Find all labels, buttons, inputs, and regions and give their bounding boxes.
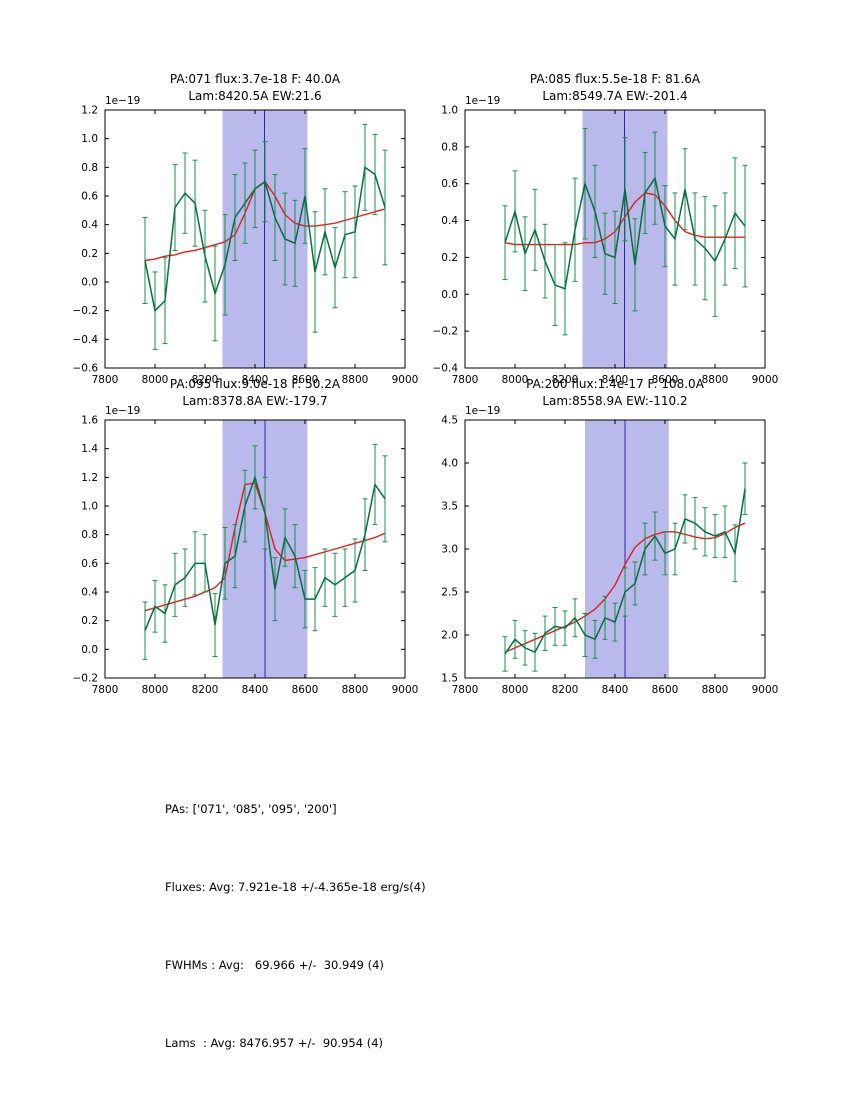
x-tick-label: 8800 [342, 374, 369, 386]
x-tick-label: 8200 [192, 684, 219, 696]
summary-line-fluxes: Fluxes: Avg: 7.921e-18 +/-4.365e-18 erg/… [165, 880, 426, 894]
chart-panel-0: 7800 8000 8200 8400 8600 8800 9000 −0.6 −0.4 −0.2… [73, 95, 419, 386]
y-tick-label: −0.4 [73, 334, 99, 346]
x-tick-label: 7800 [92, 374, 119, 386]
summary-line-fwhms: FWHMs : Avg: 69.966 +/- 30.949 (4) [165, 958, 384, 972]
y-tick-label: 1.2 [81, 105, 98, 117]
y-tick-label: 1.5 [441, 673, 458, 685]
chart-title-line1: PA:085 flux:5.5e-18 F: 81.6A [529, 72, 701, 86]
y-tick-label: 0.0 [81, 644, 98, 656]
y-tick-label: 0.2 [441, 252, 458, 264]
y-tick-label: 3.0 [441, 544, 458, 556]
fit-summary: PAs: ['071', '085', '095', '200'] Fluxes… [165, 744, 426, 1100]
summary-line-lams: Lams : Avg: 8476.957 +/- 90.954 (4) [165, 1036, 384, 1050]
chart-title-pa095: PA:095 flux:9.0e-18 F: 50.2A Lam:8378.8A… [105, 376, 405, 410]
fit-window-band [585, 420, 669, 678]
summary-line-pas: PAs: ['071', '085', '095', '200'] [165, 802, 337, 816]
x-tick-label: 8600 [652, 684, 679, 696]
chart-title-line1: PA:200 flux:1.4e-17 F: 108.0A [526, 377, 704, 391]
y-tick-label: 4.0 [441, 458, 458, 470]
chart-panel-2: 7800 8000 8200 8400 8600 8800 9000 −0.2 0.0 0.2 0.… [73, 405, 419, 696]
y-tick-label: 0.2 [81, 248, 98, 260]
chart-title-pa200: PA:200 flux:1.4e-17 F: 108.0A Lam:8558.9… [465, 376, 765, 410]
x-tick-label: 8000 [142, 374, 169, 386]
x-tick-label: 8200 [192, 374, 219, 386]
y-axis-offset-label: 1e−19 [465, 95, 500, 107]
y-tick-label: 0.6 [81, 191, 98, 203]
y-tick-label: 0.4 [81, 587, 98, 599]
x-tick-label: 8400 [242, 684, 269, 696]
y-tick-label: 0.8 [81, 162, 98, 174]
x-tick-label: 8400 [602, 684, 629, 696]
chart-title-line2: Lam:8558.9A EW:-110.2 [542, 394, 688, 408]
chart-title-line2: Lam:8549.7A EW:-201.4 [542, 89, 688, 103]
x-tick-label: 8600 [292, 374, 319, 386]
y-tick-label: −0.2 [433, 326, 459, 338]
y-tick-label: −0.2 [73, 305, 99, 317]
x-tick-label: 8000 [142, 684, 169, 696]
x-tick-label: 8400 [242, 374, 269, 386]
y-tick-label: 2.5 [441, 587, 458, 599]
y-tick-label: 1.2 [81, 472, 98, 484]
x-tick-label: 8200 [552, 684, 579, 696]
y-tick-label: 0.8 [81, 529, 98, 541]
spectra-charts: 7800 8000 8200 8400 8600 8800 9000 −0.6 −0.4 −0.2… [73, 95, 779, 696]
x-tick-label: 8200 [552, 374, 579, 386]
y-tick-label: 1.6 [81, 415, 98, 427]
chart-title-line2: Lam:8420.5A EW:21.6 [188, 89, 322, 103]
spectrum-line [504, 176, 746, 290]
y-axis-offset-label: 1e−19 [465, 405, 500, 417]
x-tick-label: 8600 [652, 374, 679, 386]
x-tick-label: 8600 [292, 684, 319, 696]
x-tick-label: 9000 [752, 684, 779, 696]
y-tick-label: 0.0 [441, 289, 458, 301]
y-tick-label: 1.0 [81, 501, 98, 513]
y-tick-label: 0.0 [81, 277, 98, 289]
y-tick-label: −0.6 [73, 363, 99, 375]
x-tick-label: 9000 [392, 374, 419, 386]
chart-title-pa071: PA:071 flux:3.7e-18 F: 40.0A Lam:8420.5A… [105, 71, 405, 105]
y-tick-label: 0.6 [441, 178, 458, 190]
x-tick-label: 8000 [502, 374, 529, 386]
chart-title-line2: Lam:8378.8A EW:-179.7 [182, 394, 328, 408]
spectrum-line [144, 166, 386, 313]
x-tick-label: 8400 [602, 374, 629, 386]
y-tick-label: 2.0 [441, 630, 458, 642]
y-tick-label: 4.5 [441, 415, 458, 427]
y-tick-label: 0.2 [81, 615, 98, 627]
x-tick-label: 9000 [392, 684, 419, 696]
x-tick-label: 7800 [92, 684, 119, 696]
x-tick-label: 8800 [702, 374, 729, 386]
chart-title-line1: PA:071 flux:3.7e-18 F: 40.0A [169, 72, 341, 86]
x-tick-label: 8800 [702, 684, 729, 696]
spectrum-line [504, 488, 746, 655]
y-tick-label: 0.8 [441, 141, 458, 153]
y-axis-offset-label: 1e−19 [105, 405, 140, 417]
y-tick-label: 3.5 [441, 501, 458, 513]
x-tick-label: 7800 [452, 684, 479, 696]
x-tick-label: 7800 [452, 374, 479, 386]
x-tick-label: 9000 [752, 374, 779, 386]
y-tick-label: 0.4 [81, 219, 98, 231]
x-tick-label: 8800 [342, 684, 369, 696]
y-tick-label: 0.6 [81, 558, 98, 570]
spectrum-line [144, 474, 386, 631]
y-tick-label: 1.0 [81, 133, 98, 145]
y-tick-label: 1.0 [441, 105, 458, 117]
y-tick-label: −0.4 [433, 363, 459, 375]
chart-title-line1: PA:095 flux:9.0e-18 F: 50.2A [169, 377, 341, 391]
x-tick-label: 8000 [502, 684, 529, 696]
y-tick-label: 1.4 [81, 443, 98, 455]
chart-panel-1: 7800 8000 8200 8400 8600 8800 9000 −0.4 −0.2 0.0 0… [433, 95, 779, 386]
y-axis-offset-label: 1e−19 [105, 95, 140, 107]
y-tick-label: 0.4 [441, 215, 458, 227]
chart-title-pa085: PA:085 flux:5.5e-18 F: 81.6A Lam:8549.7A… [465, 71, 765, 105]
chart-panel-3: 7800 8000 8200 8400 8600 8800 9000 1.5 2.0 2.5 3.0… [441, 405, 778, 696]
y-tick-label: −0.2 [73, 673, 99, 685]
